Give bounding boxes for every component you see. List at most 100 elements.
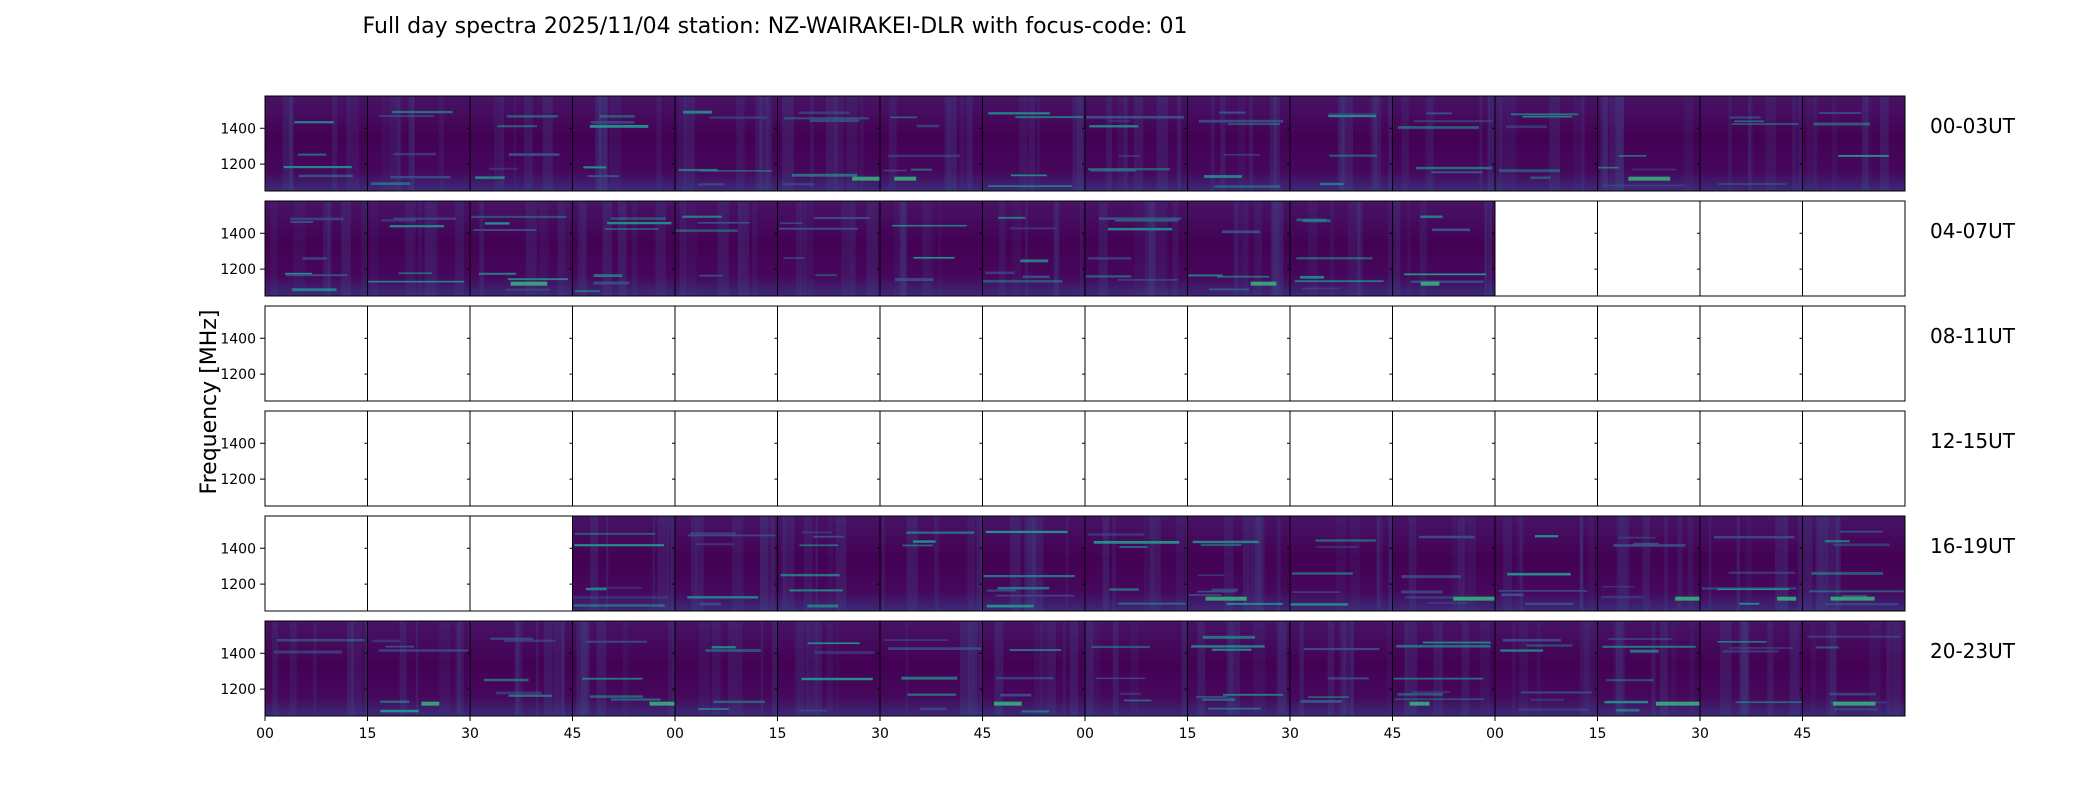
rfi-line: [1718, 183, 1787, 185]
rfi-line: [1403, 273, 1487, 276]
spectrum-stripe: [1549, 96, 1560, 191]
spectrum-stripe: [289, 621, 297, 716]
rfi-line: [381, 219, 416, 222]
spectrum-stripe: [712, 621, 721, 716]
spectrum-stripe: [1583, 621, 1596, 716]
rfi-line: [1087, 257, 1132, 260]
empty-panel: [470, 411, 573, 506]
spectrum-stripe: [1401, 96, 1409, 191]
spectrum-background: [1392, 516, 1495, 611]
rfi-line: [1208, 288, 1250, 291]
rfi-line: [585, 587, 607, 591]
spectrum-panel: [1184, 200, 1291, 297]
spectrum-stripe: [803, 201, 814, 296]
spectrum-stripe: [1683, 96, 1694, 191]
spectrum-stripe: [1335, 516, 1346, 611]
rfi-line: [1118, 602, 1186, 605]
empty-panel: [265, 306, 368, 401]
rfi-line: [471, 215, 567, 218]
rfi-line: [1214, 185, 1281, 188]
spectrum-background: [982, 621, 1085, 716]
rfi-line: [1000, 693, 1032, 697]
spectrum-stripe: [1341, 96, 1353, 191]
spectrum-stripe: [1425, 96, 1431, 191]
spectrum-background: [1700, 516, 1803, 611]
spectrum-panel: [1697, 620, 1803, 717]
spectrum-stripe: [1671, 621, 1677, 716]
rfi-line: [913, 540, 936, 543]
rfi-line: [1114, 219, 1179, 222]
rfi-line: [1422, 641, 1491, 644]
rfi-line: [1204, 175, 1242, 178]
spectrum-stripe: [1065, 516, 1069, 611]
rfi-line: [1530, 698, 1565, 701]
spectrum-stripe: [794, 621, 805, 716]
spectrum-stripe: [1157, 201, 1168, 296]
spectrum-panel: [1594, 515, 1704, 612]
empty-panel: [880, 306, 983, 401]
rfi-line: [390, 175, 451, 179]
spectrum-stripe: [631, 201, 638, 296]
spectrum-stripe: [1272, 201, 1284, 296]
spectrum-panel: [979, 200, 1086, 297]
spectrum-stripe: [1484, 201, 1487, 296]
spectrum-stripe: [1242, 201, 1249, 296]
rfi-line: [983, 575, 1075, 578]
spectrum-stripe: [1616, 621, 1624, 716]
spectrum-stripe: [927, 201, 934, 296]
rfi-line: [1296, 257, 1373, 260]
row-16-19UT: 1200 1400 16-19UT: [220, 515, 2016, 612]
spectrum-stripe: [834, 96, 844, 191]
spectrum-background: [1392, 201, 1495, 296]
rfi-line: [1518, 708, 1590, 711]
spectrum-stripe: [622, 621, 629, 716]
empty-panel: [1495, 306, 1598, 401]
spectrum-panel: [569, 515, 676, 612]
spectrum-stripe: [1069, 621, 1079, 716]
spectrum-panel: [364, 95, 471, 192]
empty-panel: [265, 516, 368, 611]
rfi-line: [709, 116, 767, 119]
row-label: 08-11UT: [1930, 324, 2016, 348]
rfi-line: [392, 110, 453, 114]
rfi-line: [1222, 230, 1261, 234]
spectrum-stripe: [1025, 201, 1028, 296]
panel-frame: [1802, 200, 1906, 297]
empty-panel: [367, 306, 470, 401]
rfi-line: [907, 693, 956, 696]
rfi-line: [1217, 275, 1270, 278]
empty-panel: [1700, 201, 1803, 296]
y-tick-label: 1400: [220, 646, 256, 662]
rfi-line: [1713, 535, 1795, 539]
spectrum-stripe: [766, 96, 772, 191]
rfi-line: [1608, 638, 1672, 641]
spectrum-panel: [1594, 305, 1701, 402]
spectrum-panel: [1697, 305, 1803, 402]
spectrum-panel: [1184, 410, 1291, 507]
spectrum-panel: [1082, 200, 1188, 297]
spectrum-stripe: [826, 621, 834, 716]
rfi-burst: [1453, 596, 1498, 601]
spectrum-background: [1085, 96, 1188, 191]
spectrum-stripe: [1880, 96, 1889, 191]
empty-panel: [675, 306, 778, 401]
spectrum-background: [265, 621, 368, 716]
rfi-line: [1629, 649, 1659, 653]
spectrum-panel: [1799, 305, 1906, 402]
spectrum-background: [1597, 96, 1700, 191]
spectrum-stripe: [1803, 516, 1813, 611]
spectrum-stripe: [544, 621, 553, 716]
spectrum-panel: [364, 515, 471, 612]
empty-panel: [1290, 411, 1393, 506]
spectrum-stripe: [514, 621, 523, 716]
spectrum-stripe: [760, 621, 764, 716]
rfi-line: [705, 649, 761, 652]
rfi-line: [1292, 572, 1353, 575]
rfi-line: [1020, 259, 1049, 263]
row-label: 12-15UT: [1930, 429, 2016, 453]
spectrum-stripe: [561, 621, 565, 716]
rfi-line: [1108, 120, 1131, 122]
spectrum-panel: [1287, 515, 1400, 612]
spectrum-background: [675, 516, 778, 611]
rfi-line: [891, 224, 967, 227]
